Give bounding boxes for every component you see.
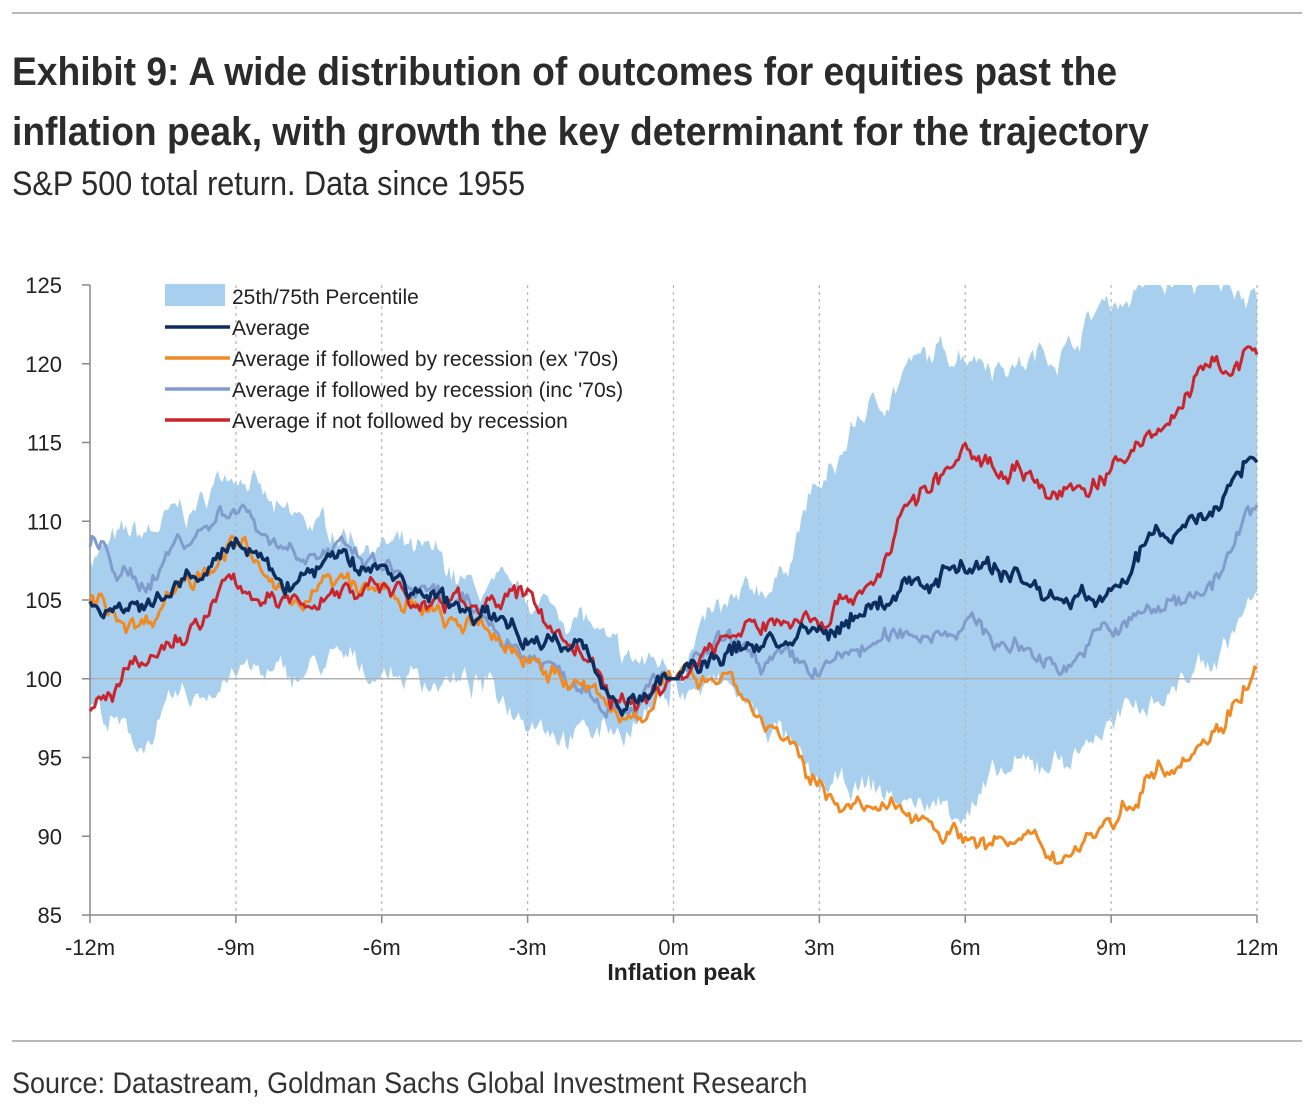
x-tick-label: 6m (950, 935, 981, 960)
legend-swatch-band (165, 284, 225, 306)
x-tick-label: 0m (658, 935, 689, 960)
x-tick-label: -3m (509, 935, 547, 960)
x-tick-label: 12m (1236, 935, 1279, 960)
top-rule (12, 12, 1302, 14)
x-tick-label: -6m (363, 935, 401, 960)
y-tick-label: 125 (25, 273, 62, 298)
x-axis-label: Inflation peak (607, 959, 755, 985)
y-tick-label: 105 (25, 588, 62, 613)
source-note: Source: Datastream, Goldman Sachs Global… (12, 1067, 808, 1100)
x-tick-label: -12m (65, 935, 115, 960)
legend-label-series-3: Average if not followed by recession (232, 410, 568, 433)
x-tick-label: 9m (1096, 935, 1127, 960)
series-line-0 (88, 455, 1259, 717)
chart-subtitle: S&P 500 total return. Data since 1955 (12, 165, 526, 203)
y-tick-label: 100 (25, 667, 62, 692)
chart-title: Exhibit 9: A wide distribution of outcom… (12, 50, 1149, 154)
legend-label-series-2: Average if followed by recession (inc '7… (232, 379, 623, 402)
y-tick-label: 85 (38, 903, 62, 928)
y-tick-label: 95 (38, 746, 62, 771)
y-tick-label: 110 (27, 509, 62, 534)
legend-label-band: 25th/75th Percentile (232, 286, 419, 309)
y-tick-label: 90 (38, 824, 62, 849)
x-tick-label: -9m (217, 935, 255, 960)
line-chart: 85 90 95 100 105 110 115 120 125 -12m -9m -6m -3m 0m 3… (25, 273, 1279, 985)
legend-label-series-1: Average if followed by recession (ex '70… (232, 348, 618, 371)
y-tick-label: 120 (25, 352, 62, 377)
y-tick-label: 115 (27, 431, 62, 456)
x-tick-label: 3m (804, 935, 835, 960)
bottom-rule (12, 1040, 1302, 1042)
legend-label-series-0: Average (232, 317, 310, 340)
